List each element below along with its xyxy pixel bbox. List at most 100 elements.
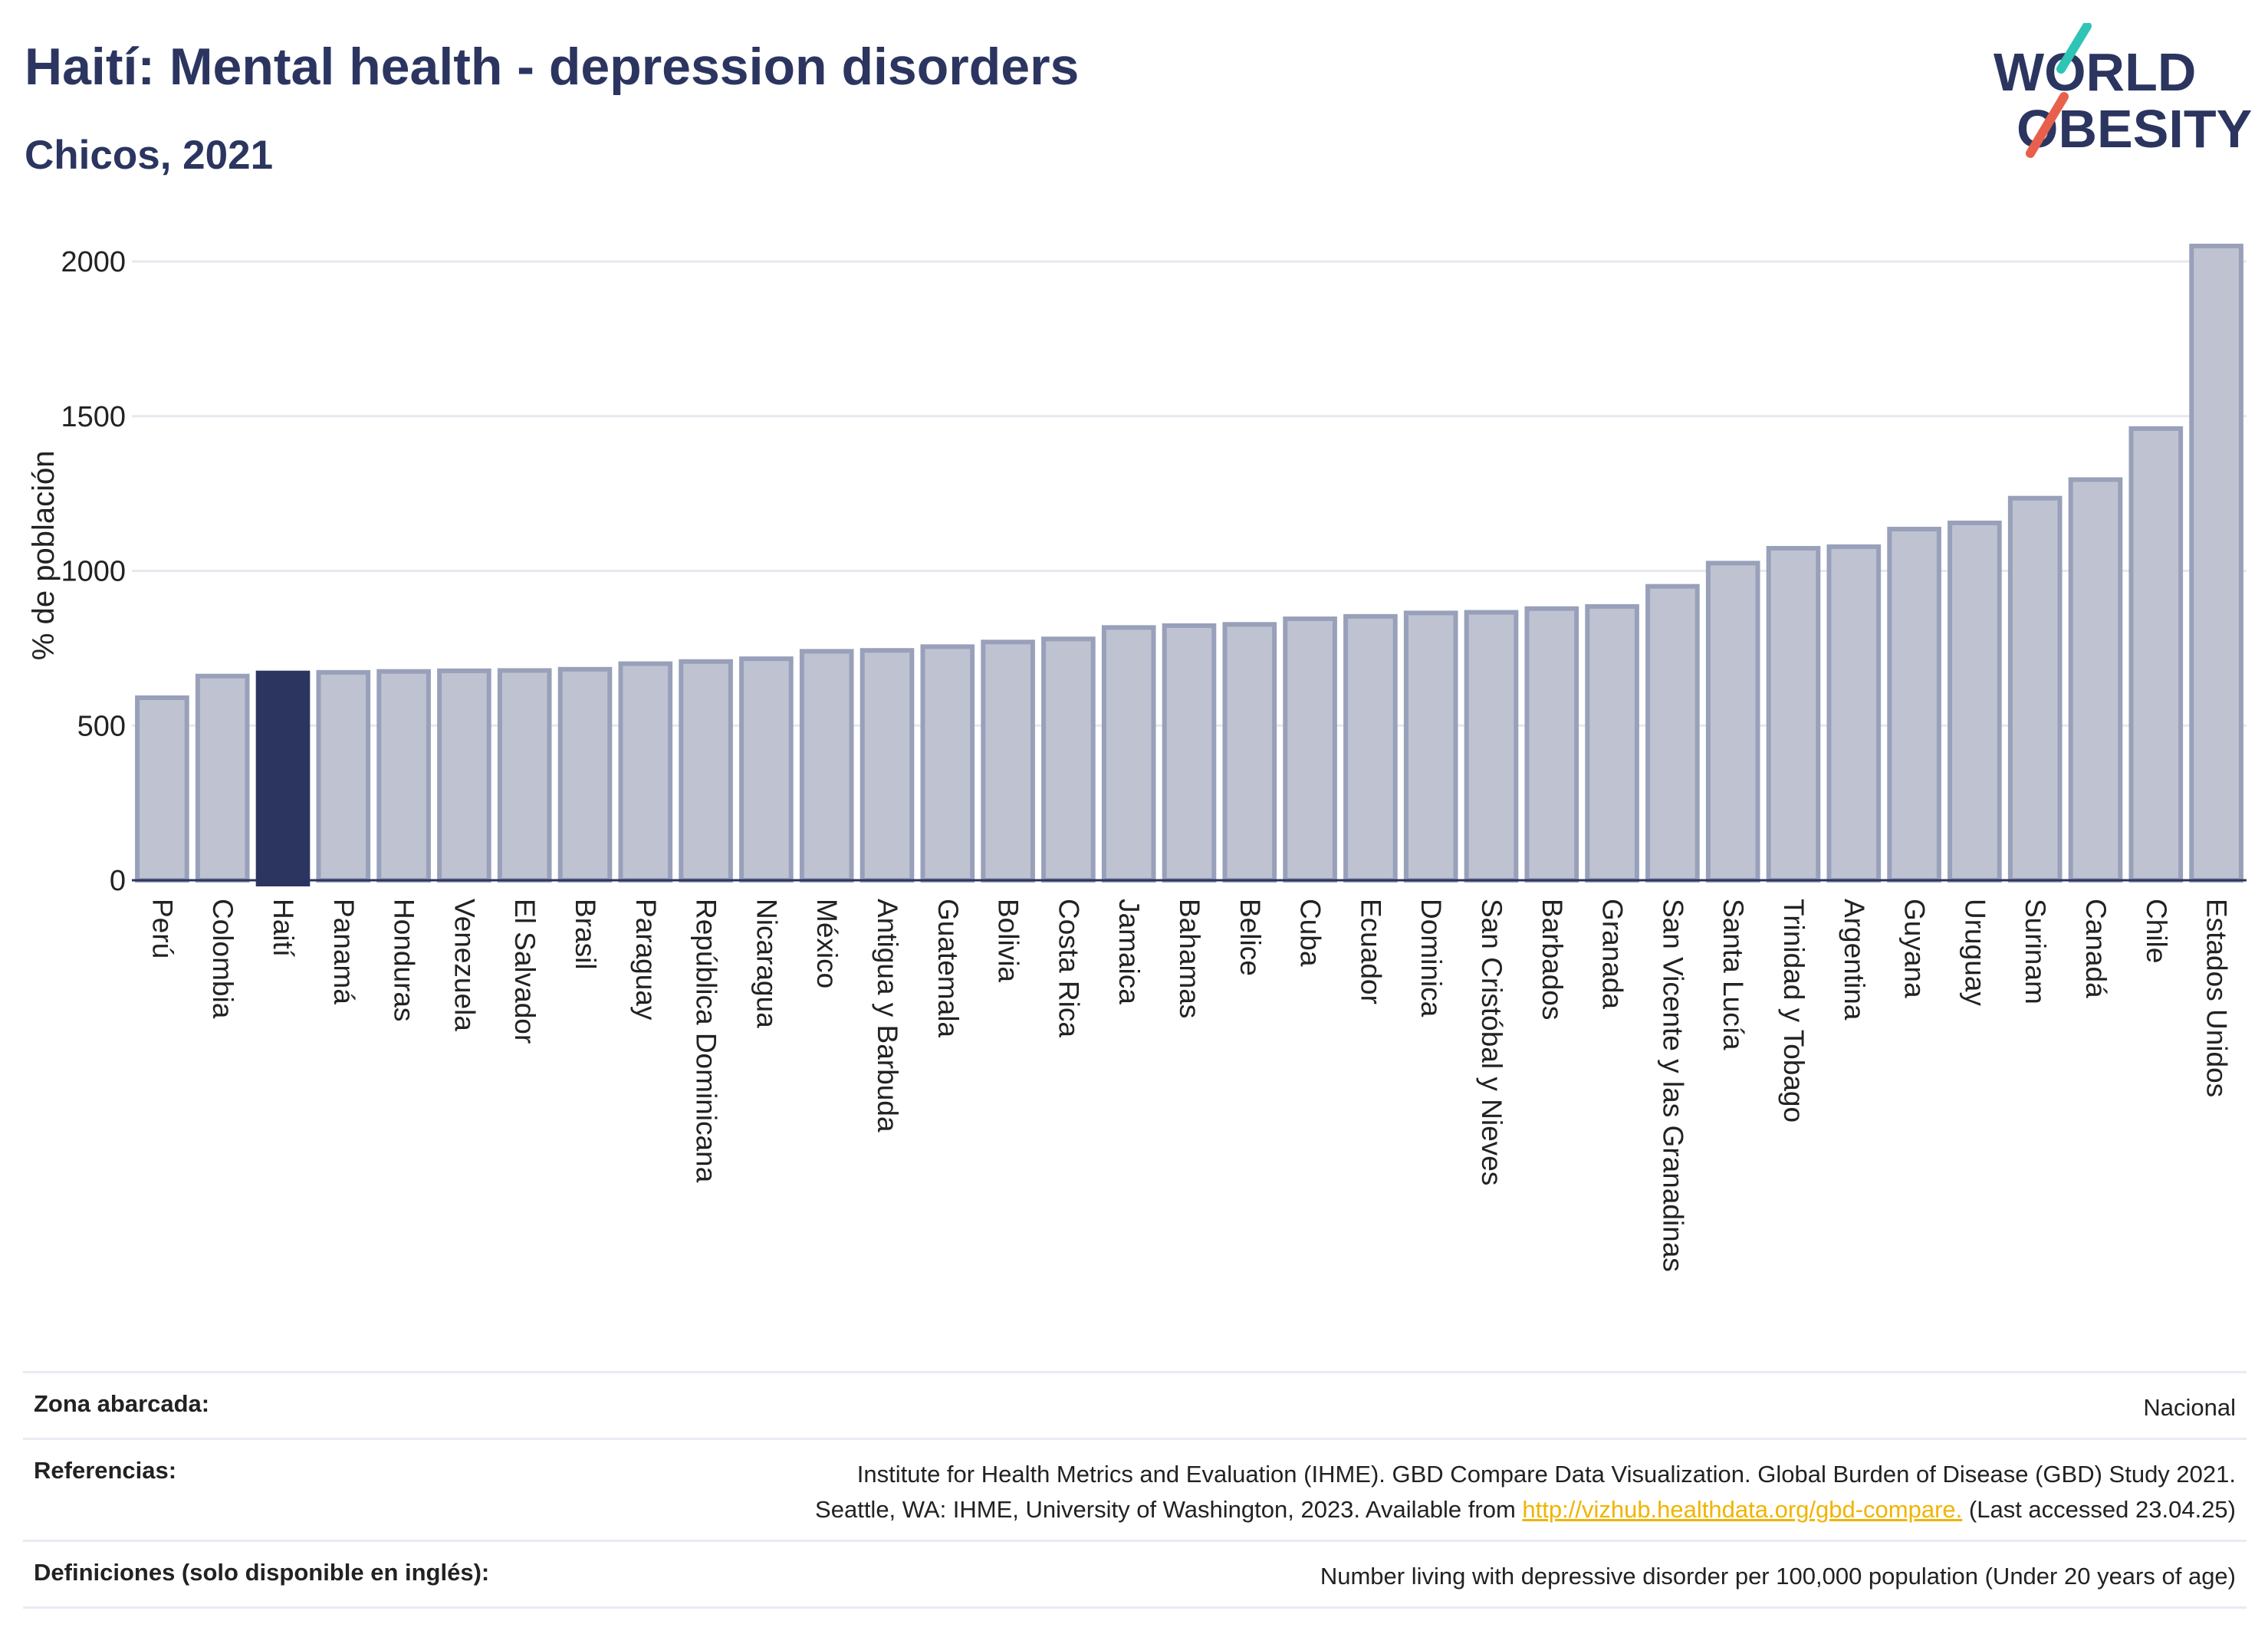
references-line2-post: (Last accessed 23.04.25)	[1962, 1496, 2236, 1523]
y-tick-label: 1000	[61, 556, 126, 588]
x-tick-label: Antigua y Barbuda	[872, 899, 903, 1133]
definitions-label: Definiciones (solo disponible en inglés)…	[34, 1559, 490, 1586]
logo-accent-teal	[2056, 23, 2092, 74]
bar	[799, 649, 854, 883]
x-tick-label: Ecuador	[1355, 899, 1386, 1004]
chart-title: Haití: Mental health - depression disord…	[25, 38, 1080, 96]
references-label: Referencias:	[34, 1457, 177, 1484]
references-line2-pre: Seattle, WA: IHME, University of Washing…	[815, 1496, 1523, 1523]
x-tick-label: Costa Rica	[1053, 899, 1084, 1037]
x-tick-label: Colombia	[207, 899, 238, 1019]
x-tick-label: Paraguay	[630, 899, 662, 1021]
bar	[1403, 610, 1458, 883]
footer-row-definitions: Definiciones (solo disponible en inglés)…	[23, 1540, 2247, 1609]
x-tick-label: Venezuela	[449, 899, 480, 1031]
references-line1: Institute for Health Metrics and Evaluat…	[856, 1461, 2236, 1488]
bar	[920, 644, 975, 883]
world-obesity-logo: WORLD OBESITY	[1994, 23, 2252, 159]
x-tick-label: San Vicente y las Granadinas	[1657, 899, 1688, 1272]
x-tick-label: Honduras	[389, 899, 420, 1021]
x-tick-label: Bolivia	[993, 899, 1024, 982]
bar	[2128, 426, 2184, 883]
bar	[1283, 616, 1337, 883]
y-tick-label: 2000	[61, 246, 126, 278]
x-tick-label: Belice	[1234, 899, 1266, 976]
bar	[557, 666, 613, 883]
x-tick-label: Argentina	[1839, 899, 1870, 1021]
bar	[1162, 623, 1217, 883]
bars	[135, 243, 2243, 887]
bar	[437, 668, 491, 883]
x-tick-label: Perú	[146, 899, 178, 958]
x-tick-label: Uruguay	[1959, 899, 1990, 1006]
x-tick-label: Dominica	[1415, 899, 1447, 1018]
x-tick-label: Guatemala	[932, 899, 964, 1037]
bar	[1585, 603, 1639, 883]
bar	[679, 659, 733, 883]
x-tick-label: San Cristóbal y Nieves	[1476, 899, 1507, 1185]
bar	[1343, 613, 1398, 883]
x-tick-label: Jamaica	[1113, 899, 1145, 1004]
y-axis-ticks: 0 500 1000 1500 2000	[61, 246, 126, 897]
bar	[255, 670, 311, 887]
bar	[1826, 544, 1882, 883]
x-tick-label: México	[811, 899, 843, 988]
coverage-label: Zona abarcada:	[34, 1390, 210, 1417]
bar	[1464, 610, 1519, 883]
x-tick-label: Barbados	[1537, 899, 1568, 1020]
bar	[739, 656, 794, 883]
x-tick-label: El Salvador	[509, 899, 541, 1044]
references-value: Institute for Health Metrics and Evaluat…	[815, 1457, 2236, 1527]
x-tick-label: Santa Lucía	[1717, 899, 1749, 1050]
logo-accent-red	[2026, 92, 2069, 158]
footer-row-coverage: Zona abarcada: Nacional	[23, 1371, 2247, 1438]
definitions-value: Number living with depressive disorder p…	[1320, 1563, 2236, 1590]
x-tick-label: Haití	[268, 899, 299, 958]
y-tick-label: 0	[110, 865, 126, 897]
bar	[1948, 520, 2002, 883]
bar	[2189, 243, 2243, 883]
x-tick-label: Canadá	[2080, 899, 2112, 998]
x-tick-label: Granada	[1597, 899, 1629, 1009]
bar	[2007, 495, 2063, 883]
x-axis-labels: Perú Colombia Haití Panamá Honduras Venezuela…	[146, 899, 2232, 1272]
bar	[860, 648, 915, 883]
footer-table: Zona abarcada: Nacional Referencias: Ins…	[23, 1371, 2247, 1609]
x-tick-label: Panamá	[328, 899, 360, 1004]
bar	[981, 639, 1035, 883]
x-tick-label: Brasil	[570, 899, 601, 970]
references-link[interactable]: http://vizhub.healthdata.org/gbd-compare…	[1522, 1496, 1963, 1523]
footer-row-references: Referencias: Institute for Health Metric…	[23, 1438, 2247, 1540]
y-axis-label: % de población	[27, 451, 61, 661]
bar	[2068, 477, 2123, 883]
bar	[618, 661, 673, 883]
x-tick-label: Trinidad y Tobago	[1778, 899, 1809, 1123]
x-tick-label: República Dominicana	[691, 899, 722, 1183]
coverage-value: Nacional	[2143, 1394, 2236, 1421]
bar	[1766, 546, 1821, 883]
x-tick-label: Guyana	[1899, 899, 1931, 998]
x-tick-label: Chile	[2141, 899, 2172, 963]
bar	[1645, 584, 1700, 883]
x-tick-label: Nicaragua	[751, 899, 782, 1028]
bar	[1101, 625, 1156, 883]
bar	[1222, 622, 1277, 883]
bar	[135, 695, 189, 883]
x-tick-label: Estados Unidos	[2201, 899, 2233, 1097]
bar	[1524, 606, 1579, 883]
bar	[195, 673, 250, 883]
chart-subtitle: Chicos, 2021	[25, 133, 274, 178]
bar	[316, 669, 371, 883]
logo-line1: WORLD	[1994, 42, 2196, 102]
bar	[376, 669, 431, 883]
y-tick-label: 500	[77, 710, 126, 742]
bar	[1041, 636, 1096, 883]
x-tick-label: Surinam	[2020, 899, 2051, 1004]
bar-chart: 0 500 1000 1500 2000 Perú Colombia Haití Panamá…	[27, 243, 2247, 1272]
bar	[1887, 527, 1941, 883]
x-tick-label: Bahamas	[1174, 899, 1205, 1018]
bar	[497, 668, 552, 883]
y-tick-label: 1500	[61, 401, 126, 433]
bar	[1705, 561, 1760, 883]
x-tick-label: Cuba	[1295, 899, 1326, 967]
